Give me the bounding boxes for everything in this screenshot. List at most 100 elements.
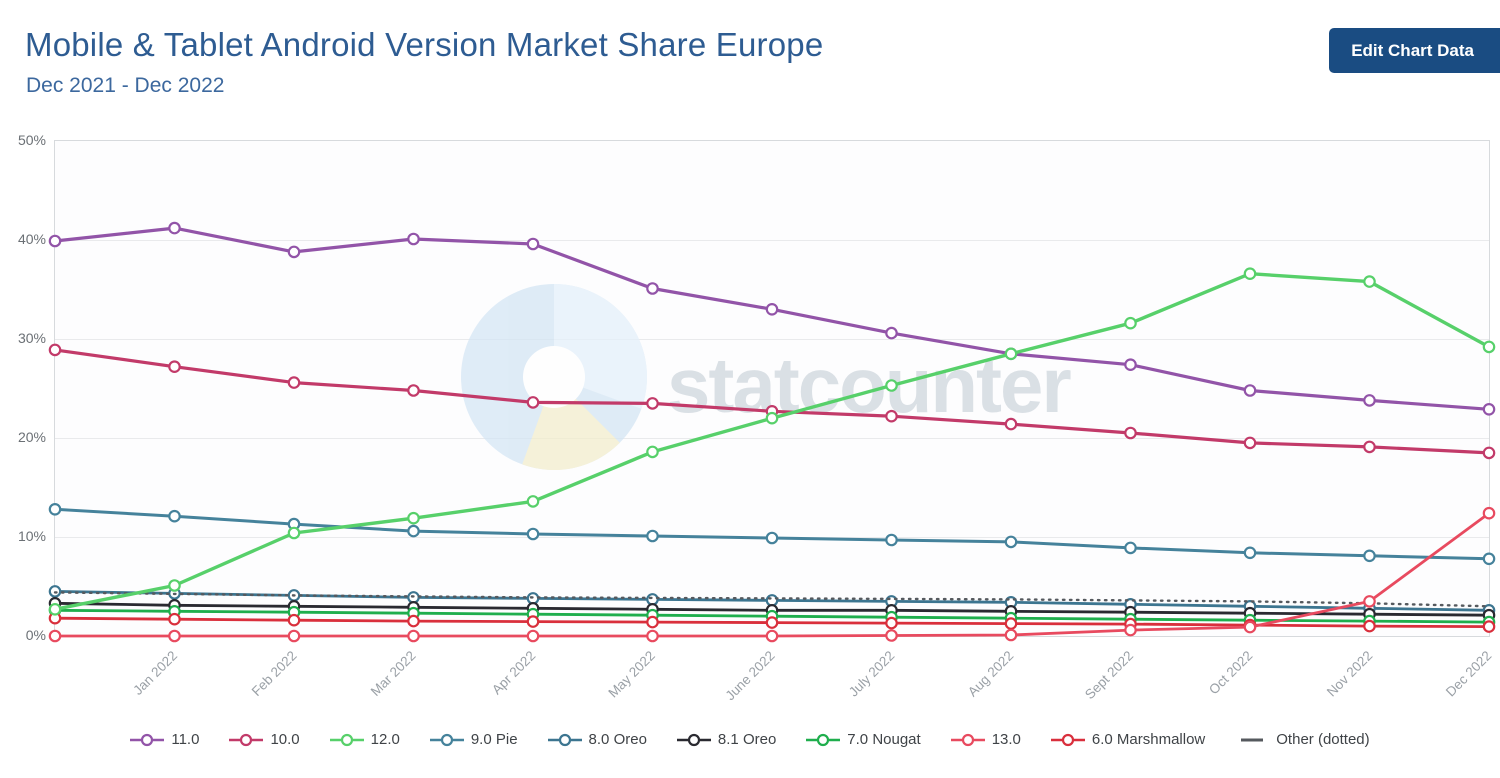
series-marker-9.0 Pie	[1482, 552, 1496, 566]
series-marker-6.0 Marshmallow	[765, 616, 779, 629]
series-marker-11.0	[765, 303, 779, 316]
series-marker-12.0	[765, 411, 779, 425]
series-marker-6.0 Marshmallow	[1004, 617, 1018, 630]
series-marker-11.0	[1363, 394, 1376, 407]
series-marker-12.0	[1482, 340, 1496, 354]
series-marker-12.0	[646, 445, 659, 459]
series-marker-13.0	[885, 629, 898, 642]
legend-item-11.0[interactable]: 11.0	[130, 731, 199, 748]
series-marker-10.0	[1004, 417, 1018, 431]
series-marker-11.0	[526, 237, 540, 251]
series-marker-10.0	[1363, 440, 1376, 454]
legend-item-7.0-nougat[interactable]: 7.0 Nougat	[806, 731, 921, 748]
legend-label: 11.0	[171, 731, 200, 748]
series-marker-13.0	[1482, 506, 1496, 520]
legend-item-8.0-oreo[interactable]: 8.0 Oreo	[547, 731, 647, 748]
x-axis-label: June 2022	[722, 648, 778, 704]
series-marker-6.0 Marshmallow	[885, 616, 898, 630]
x-axis-label: Feb 2022	[248, 648, 300, 699]
series-marker-11.0	[407, 232, 420, 246]
y-axis-label: 30%	[17, 330, 46, 346]
legend-marker-icon	[1050, 733, 1085, 746]
series-marker-9.0 Pie	[1363, 549, 1376, 563]
series-marker-10.0	[526, 396, 540, 409]
series-marker-10.0	[287, 376, 301, 389]
series-marker-10.0	[48, 343, 62, 357]
series-marker-6.0 Marshmallow	[1482, 620, 1496, 633]
chart-legend: 11.0 10.0 12.0 9.0 Pie 8.0 Oreo 8.1 Oreo 7.0 N…	[0, 731, 1500, 748]
series-marker-12.0	[287, 526, 301, 540]
x-axis-label: July 2022	[845, 648, 898, 700]
series-marker-12.0	[885, 379, 898, 392]
x-axis-label: Mar 2022	[368, 648, 420, 699]
series-marker-12.0	[48, 602, 62, 616]
chart-plot-area: statcounter	[48, 140, 1496, 643]
series-marker-6.0 Marshmallow	[287, 613, 301, 627]
legend-label: 10.0	[270, 731, 300, 748]
x-axis-label: Dec 2022	[1443, 648, 1495, 700]
series-marker-10.0	[168, 360, 181, 373]
series-line-12.0	[54, 271, 1490, 611]
series-marker-9.0 Pie	[765, 531, 779, 545]
legend-marker-icon	[1241, 738, 1264, 741]
series-marker-13.0	[1004, 628, 1018, 642]
series-marker-12.0	[526, 495, 540, 508]
date-range: Dec 2021 - Dec 2022	[26, 74, 225, 97]
x-axis-label: Sept 2022	[1081, 648, 1137, 703]
x-axis-label: Jan 2022	[130, 648, 181, 698]
series-marker-10.0	[885, 409, 898, 423]
y-axis-label: 40%	[17, 231, 46, 247]
y-axis-label: 50%	[17, 132, 46, 148]
series-marker-12.0	[1004, 347, 1018, 361]
legend-item-13.0[interactable]: 13.0	[950, 731, 1021, 748]
legend-marker-icon	[547, 733, 582, 746]
series-marker-12.0	[168, 579, 181, 592]
series-marker-10.0	[1482, 446, 1496, 460]
series-marker-13.0	[407, 629, 420, 643]
series-marker-11.0	[287, 245, 301, 259]
edit-chart-data-button[interactable]: Edit Chart Data	[1329, 28, 1500, 73]
gridline	[55, 240, 1489, 241]
series-marker-13.0	[1363, 595, 1376, 608]
chart-canvas: statcounter	[48, 221, 1496, 643]
series-marker-9.0 Pie	[407, 524, 420, 538]
legend-label: 12.0	[370, 731, 400, 748]
series-marker-6.0 Marshmallow	[526, 615, 540, 628]
legend-label: 8.1 Oreo	[717, 731, 777, 748]
series-marker-11.0	[1482, 402, 1496, 416]
legend-item-8.1-oreo[interactable]: 8.1 Oreo	[676, 731, 777, 748]
chart-title: Mobile & Tablet Android Version Market S…	[25, 26, 824, 63]
legend-item-10.0[interactable]: 10.0	[229, 731, 300, 748]
series-marker-12.0	[1243, 267, 1257, 280]
statcounter-watermark: statcounter	[461, 284, 1073, 471]
legend-label: Other (dotted)	[1276, 731, 1370, 748]
legend-item-12.0[interactable]: 12.0	[329, 731, 400, 748]
legend-item-other-dotted-[interactable]: Other (dotted)	[1235, 731, 1370, 748]
legend-label: 6.0 Marshmallow	[1091, 731, 1206, 748]
x-axis-label: Apr 2022	[489, 648, 539, 698]
series-marker-6.0 Marshmallow	[168, 612, 181, 626]
series-marker-6.0 Marshmallow	[407, 614, 420, 628]
legend-marker-icon	[229, 733, 264, 746]
y-axis-label: 10%	[17, 528, 46, 544]
series-marker-13.0	[287, 629, 301, 643]
x-axis-label: Oct 2022	[1206, 648, 1256, 698]
series-marker-13.0	[526, 629, 540, 643]
series-marker-9.0 Pie	[885, 533, 898, 547]
series-marker-10.0	[1124, 426, 1137, 440]
legend-marker-icon	[130, 733, 165, 746]
legend-label: 9.0 Pie	[470, 731, 518, 748]
series-marker-13.0	[1124, 623, 1137, 637]
series-marker-9.0 Pie	[526, 527, 540, 541]
series-marker-11.0	[646, 282, 659, 295]
x-axis-label: May 2022	[605, 648, 659, 701]
series-line-Other (dotted)	[53, 591, 1491, 608]
legend-marker-icon	[676, 733, 711, 746]
legend-label: 8.0 Oreo	[588, 731, 647, 748]
legend-item-6.0-marshmallow[interactable]: 6.0 Marshmallow	[1050, 731, 1206, 748]
series-marker-9.0 Pie	[646, 529, 659, 543]
legend-item-9.0-pie[interactable]: 9.0 Pie	[429, 731, 518, 748]
series-marker-12.0	[1124, 316, 1137, 330]
series-marker-13.0	[48, 629, 62, 643]
series-marker-12.0	[1363, 275, 1376, 288]
